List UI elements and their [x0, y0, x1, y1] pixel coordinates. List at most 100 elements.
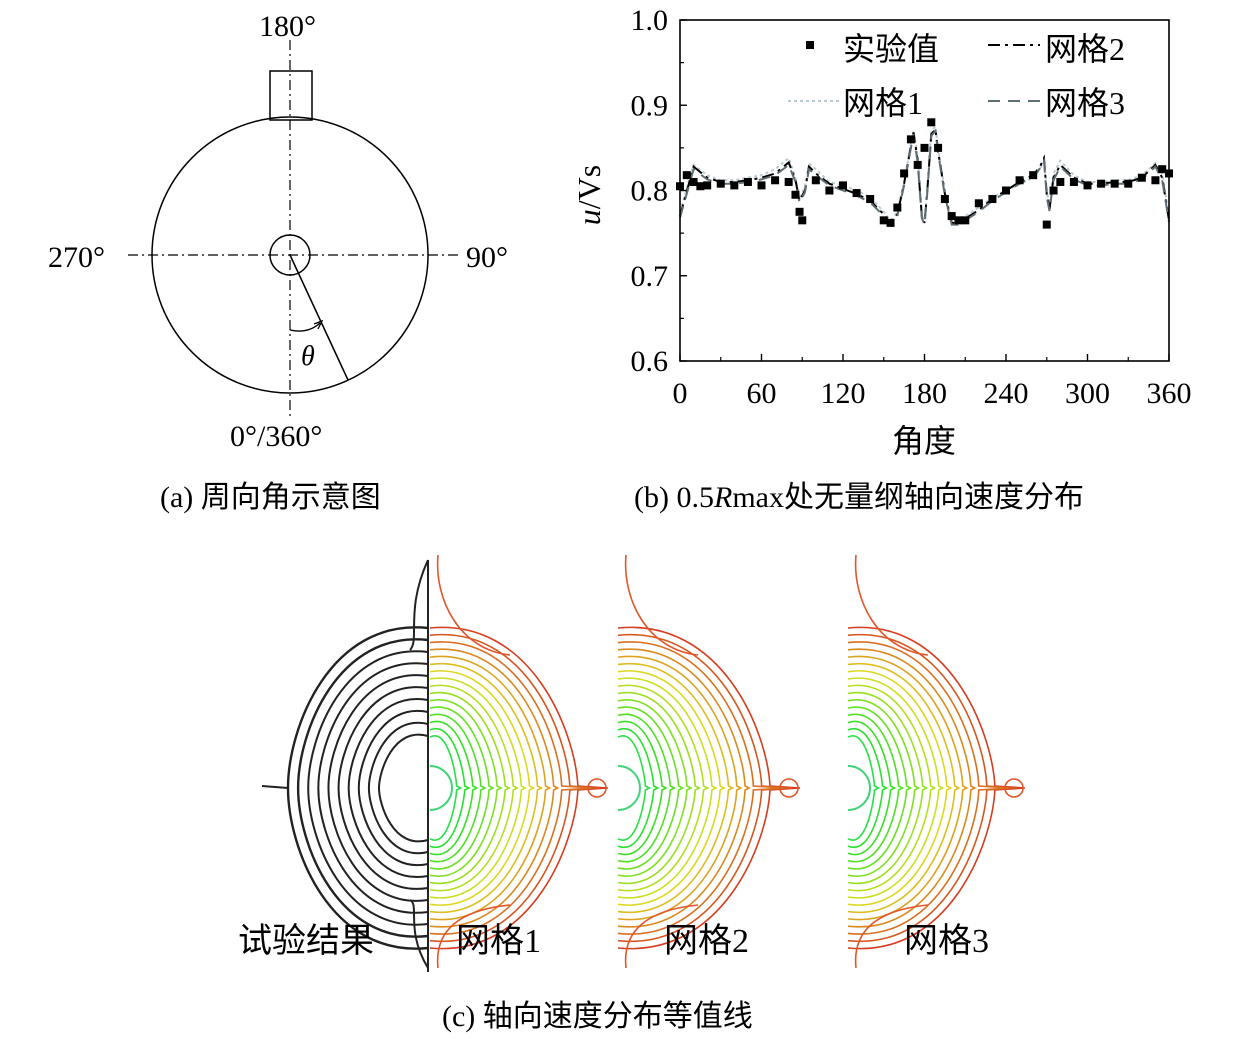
scatter-point [934, 143, 943, 152]
contour-line [429, 735, 463, 841]
scatter-point [927, 118, 936, 127]
x-axis-label: 角度 [892, 423, 956, 459]
contour-line [847, 699, 921, 877]
legend-label-grid2: 网格2 [1045, 31, 1125, 67]
contour-line [429, 706, 495, 870]
caption-b: (b) 0.5Rmax处无量纲轴向速度分布 [634, 481, 1084, 514]
series-line-dashed [679, 128, 1170, 227]
contour-label-grid2: 网格2 [664, 922, 749, 960]
contour-outer-bottom [436, 904, 511, 969]
contour-line [847, 655, 969, 921]
contour-line [429, 727, 471, 849]
scatter-point [798, 216, 807, 225]
scatter-point [1151, 176, 1160, 185]
scatter-point [795, 207, 804, 216]
scatter-point [696, 182, 705, 191]
experiment-spike [261, 785, 289, 789]
contour-label-grid1: 网格1 [456, 922, 541, 960]
contour-line [617, 699, 693, 877]
scatter-point [988, 195, 997, 204]
caption-c: (c) 轴向速度分布等值线 [442, 1000, 753, 1033]
scatter-point [940, 195, 949, 204]
contour-line [617, 735, 652, 841]
theta-arrow-icon [313, 319, 324, 330]
scatter-point [893, 203, 902, 212]
scatter-point [1015, 176, 1024, 185]
contour-line [429, 699, 503, 877]
chart-tick-labels: 0 60 120 180 240 300 360 0.6 0.7 0.8 0.9 1.0 [631, 4, 1192, 410]
contour-plot-grid2 [617, 554, 801, 969]
experiment-outer-top [409, 559, 429, 651]
theta-arc [289, 322, 321, 332]
scatter-point [866, 195, 875, 204]
contour-line [617, 633, 792, 943]
contour-line [429, 677, 528, 899]
y-tick-label: 0.6 [631, 345, 669, 378]
experiment-contour-line [367, 721, 429, 855]
contour-line [847, 727, 889, 849]
experiment-contour-line [317, 662, 429, 914]
contour-line [617, 626, 801, 950]
series-line-dotted [679, 124, 1170, 222]
contour-line [617, 720, 668, 856]
contour-line [847, 641, 1009, 935]
experiment-contour-line [307, 650, 429, 926]
contour-tip-loop [587, 778, 607, 798]
label-90: 90° [466, 241, 508, 274]
label-0-360: 0°/360° [230, 420, 322, 453]
legend-label-grid1: 网格1 [843, 85, 923, 121]
scatter-point [1069, 177, 1078, 186]
experiment-contour-line [357, 709, 429, 867]
contour-line [617, 684, 710, 892]
contour-line [617, 641, 784, 935]
contour-line [617, 677, 718, 899]
contour-line [847, 626, 1025, 950]
contour-line [617, 713, 677, 863]
scatter-point [1097, 179, 1106, 188]
experiment-contour-line [377, 733, 429, 843]
pipe-stub [269, 70, 313, 121]
contour-line [847, 633, 1017, 943]
contour-line [429, 670, 536, 906]
contour-line [617, 648, 751, 928]
scatter-point [730, 181, 739, 190]
contour-tip-loop [1004, 778, 1024, 798]
chart-series [679, 124, 1170, 227]
scatter-point [743, 177, 752, 186]
x-tick-label: 300 [1065, 377, 1110, 410]
contour-line [847, 735, 881, 841]
y-tick-label: 0.7 [631, 260, 669, 293]
scatter-point [1110, 179, 1119, 188]
contour-label-experiment: 试验结果 [238, 922, 374, 960]
x-tick-label: 240 [984, 377, 1029, 410]
scatter-point [913, 160, 922, 169]
scatter-point [682, 171, 691, 180]
panel-a-schematic: θ 180° 270° 90° 0°/360° (a) 周向角示意图 [48, 10, 508, 514]
chart-ticks [679, 19, 1170, 362]
hub-cutout [617, 765, 641, 811]
x-tick-label: 180 [902, 377, 947, 410]
contour-line [429, 626, 608, 950]
scatter-point [839, 181, 847, 190]
contour-line [429, 720, 479, 856]
scatter-point [811, 176, 820, 185]
contour-line [429, 648, 560, 928]
x-tick-label: 0 [673, 377, 688, 410]
scatter-point [961, 216, 970, 225]
scatter-point [1056, 177, 1065, 186]
scatter-point [886, 218, 895, 227]
contour-plot-grid3 [847, 554, 1025, 969]
scatter-point [879, 216, 888, 225]
contour-line [847, 677, 945, 899]
contour-line [847, 684, 937, 892]
scatter-point [791, 190, 800, 199]
label-270: 270° [48, 241, 105, 274]
contour-line [847, 670, 953, 906]
x-tick-label: 120 [821, 377, 866, 410]
contour-line [617, 670, 726, 906]
chart-scatter [676, 118, 1173, 229]
simulation-contour-plots [429, 554, 1025, 969]
y-tick-label: 0.8 [631, 175, 669, 208]
scatter-point [1049, 186, 1058, 195]
series-line-dashdot [679, 126, 1170, 225]
